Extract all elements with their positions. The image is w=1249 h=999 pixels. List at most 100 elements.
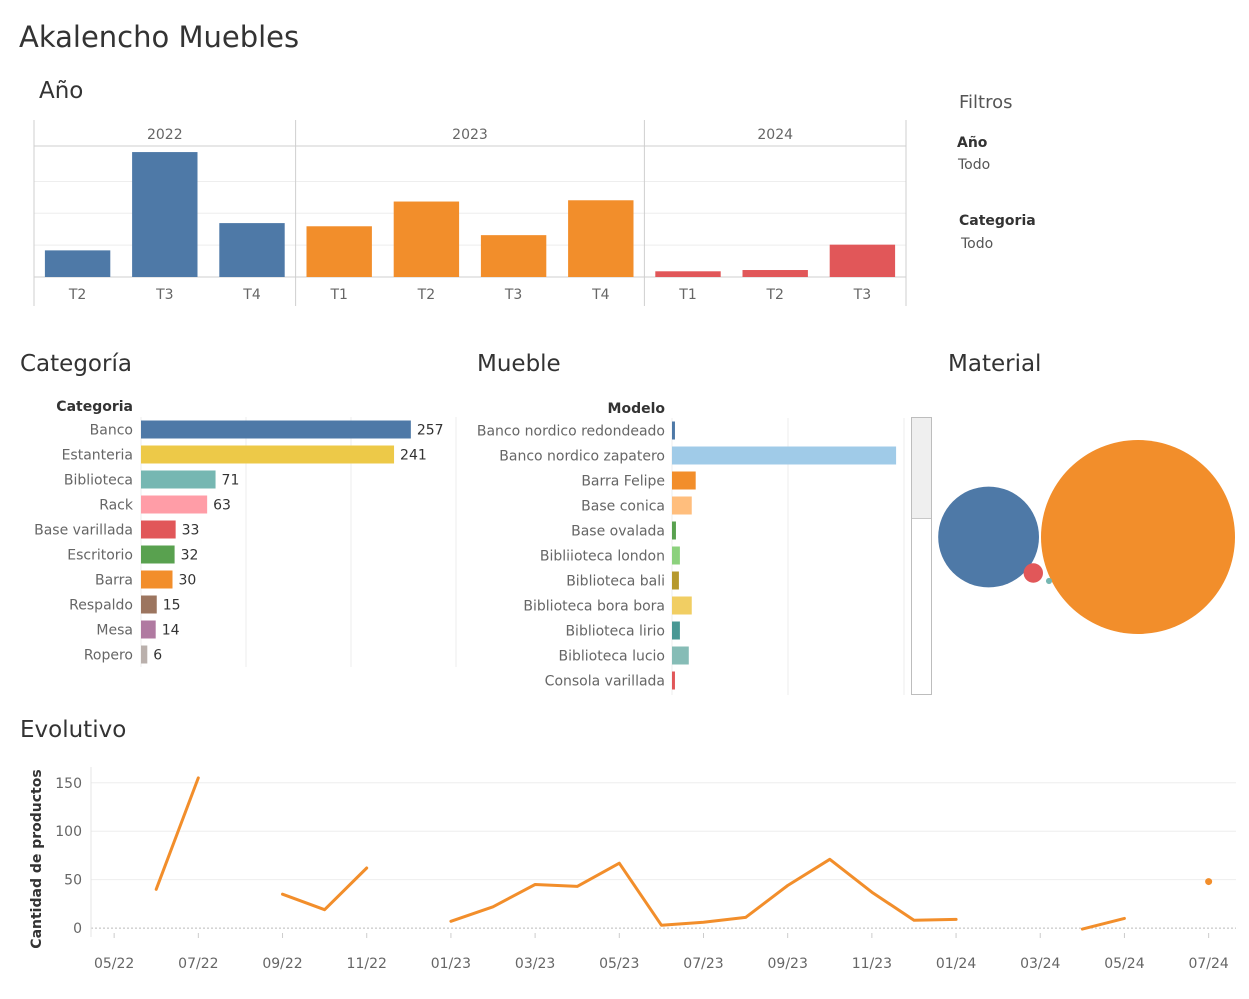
evolution-point	[1205, 878, 1213, 886]
evolution-x-tick-label: 01/24	[936, 956, 976, 972]
cat-chart-bar	[141, 570, 173, 589]
furn-chart-label: Banco nordico zapatero	[499, 449, 665, 465]
cat-chart-bar	[141, 470, 216, 489]
evolution-x-tick-label: 09/22	[262, 956, 302, 972]
furn-chart-bar	[672, 646, 689, 665]
year-bar-2024-T1	[655, 271, 721, 277]
furn-chart-bar	[672, 421, 675, 440]
furn-chart-label: Base conica	[581, 499, 665, 515]
furniture-scrollbar[interactable]	[911, 417, 932, 695]
cat-chart-value-label: 14	[162, 623, 180, 639]
year-section-title: Año	[39, 78, 84, 104]
furn-chart-bar	[672, 446, 897, 465]
year-tick-label-2023-T1: T1	[329, 287, 347, 303]
material-bubble	[938, 486, 1039, 588]
material-bubble	[1041, 440, 1235, 634]
cat-chart-bar	[141, 445, 395, 464]
furn-chart-label: Biblioteca lirio	[565, 624, 665, 640]
cat-chart-value-label: 33	[182, 523, 200, 539]
evolution-x-tick-label: 09/23	[768, 956, 808, 972]
evolution-x-tick-label: 03/24	[1020, 956, 1060, 972]
filter-category-label: Categoria	[959, 213, 1036, 229]
year-group-label-2024: 2024	[757, 127, 793, 143]
cat-chart-label: Ropero	[84, 648, 133, 664]
category-section-title: Categoría	[20, 351, 132, 377]
year-tick-label-2023-T3: T3	[504, 287, 522, 303]
furn-chart-label: Biblioteca lucio	[559, 649, 665, 665]
year-group-label-2023: 2023	[452, 127, 488, 143]
evolution-line-chart: 0 50 100 150 Cantidad de productos 05/22 07/22…	[29, 767, 1236, 972]
furn-chart-bar	[672, 521, 676, 540]
furn-chart-label: Consola varillada	[545, 674, 665, 690]
cat-chart-label: Rack	[99, 498, 134, 514]
year-tick-label-2022-T2: T2	[68, 287, 86, 303]
furn-chart-label: Base ovalada	[571, 524, 665, 540]
furniture-bar-chart: Modelo Banco nordico redondeado Banco nord…	[477, 401, 905, 695]
cat-chart-bar	[141, 595, 157, 614]
evolution-y-tick-label: 100	[55, 824, 82, 840]
furn-chart-label: Biblioteca bora bora	[523, 599, 665, 615]
year-bar-2024-T3	[829, 244, 896, 277]
furn-chart-bar	[672, 496, 692, 515]
evolution-y-tick-label: 0	[73, 921, 82, 937]
cat-chart-value-label: 71	[222, 473, 240, 489]
year-bar-2022-T4	[219, 223, 285, 277]
evolution-line-segment	[154, 776, 200, 891]
filter-year-label: Año	[957, 135, 988, 151]
cat-chart-bar	[141, 420, 411, 439]
year-bar-2023-T1	[306, 226, 372, 277]
material-bubble	[1045, 577, 1053, 585]
furn-chart-bar	[672, 571, 679, 590]
year-bar-2024-T2	[742, 270, 808, 277]
cat-chart-label: Escritorio	[67, 548, 133, 564]
evolution-section-title: Evolutivo	[20, 717, 127, 743]
cat-chart-label: Barra	[95, 573, 133, 589]
evolution-line-segment	[1080, 916, 1126, 931]
cat-chart-bar	[141, 495, 208, 514]
evolution-y-tick-label: 150	[55, 776, 82, 792]
cat-chart-header: Categoria	[56, 399, 133, 415]
cat-chart-bar	[141, 620, 156, 639]
year-bar-2022-T3	[132, 152, 198, 277]
year-bar-chart: 2022 T2 T3 T4 2023 T1 T2 T3 T4 2024 T1 T2 T3	[33, 120, 907, 306]
year-tick-label-2024-T1: T1	[678, 287, 696, 303]
furn-chart-bar	[672, 546, 680, 565]
year-bar-2023-T2	[393, 201, 460, 277]
year-tick-label-2024-T2: T2	[765, 287, 783, 303]
filter-year-value[interactable]: Todo	[958, 157, 991, 173]
cat-chart-value-label: 241	[400, 448, 427, 464]
evolution-x-tick-label: 07/22	[178, 956, 218, 972]
evolution-x-tick-label: 03/23	[515, 956, 555, 972]
evolution-y-axis-label: Cantidad de productos	[29, 769, 45, 948]
cat-chart-label: Biblioteca	[64, 473, 133, 489]
cat-chart-value-label: 6	[153, 648, 162, 664]
year-tick-label-2023-T4: T4	[591, 287, 610, 303]
cat-chart-value-label: 32	[181, 548, 199, 564]
year-tick-label-2024-T3: T3	[853, 287, 871, 303]
filter-category-value[interactable]: Todo	[961, 236, 994, 252]
year-tick-label-2022-T4: T4	[242, 287, 261, 303]
category-bar-chart: Categoria Banco 257 Estanteria 241 Biblioteca…	[34, 399, 457, 667]
evolution-line-segment	[449, 857, 958, 927]
cat-chart-label: Mesa	[96, 623, 133, 639]
year-group-label-2022: 2022	[147, 127, 183, 143]
evolution-x-tick-label: 05/24	[1104, 956, 1144, 972]
filters-title: Filtros	[959, 92, 1013, 113]
cat-chart-bar	[141, 520, 176, 539]
furn-chart-label: Barra Felipe	[581, 474, 665, 490]
year-bar-2022-T2	[44, 250, 111, 277]
cat-chart-label: Base varillada	[34, 523, 133, 539]
furn-chart-header: Modelo	[608, 401, 666, 417]
evolution-line-segment	[281, 866, 369, 912]
evolution-x-tick-label: 01/23	[431, 956, 471, 972]
furn-chart-bar	[672, 471, 696, 490]
cat-chart-value-label: 30	[179, 573, 197, 589]
furn-chart-bar	[672, 596, 692, 615]
cat-chart-label: Banco	[90, 423, 133, 439]
furniture-scrollbar-thumb[interactable]	[912, 418, 931, 519]
dashboard-title: Akalencho Muebles	[19, 20, 300, 54]
cat-chart-value-label: 63	[213, 498, 231, 514]
material-bubble-chart	[938, 440, 1235, 634]
year-tick-label-2023-T2: T2	[417, 287, 435, 303]
evolution-x-tick-label: 11/23	[852, 956, 892, 972]
